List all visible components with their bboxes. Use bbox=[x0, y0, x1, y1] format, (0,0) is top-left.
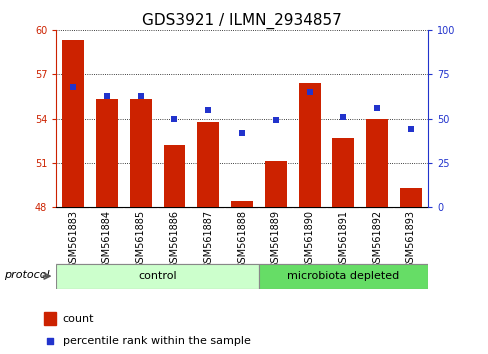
Text: GSM561893: GSM561893 bbox=[405, 210, 415, 269]
Point bbox=[103, 93, 111, 98]
Bar bbox=[399, 188, 421, 207]
Point bbox=[372, 105, 380, 111]
Text: GSM561884: GSM561884 bbox=[102, 210, 112, 269]
Bar bbox=[163, 145, 185, 207]
Point bbox=[305, 89, 313, 95]
Text: microbiota depleted: microbiota depleted bbox=[286, 271, 399, 281]
Text: GSM561887: GSM561887 bbox=[203, 210, 213, 269]
Bar bbox=[332, 138, 354, 207]
Bar bbox=[129, 99, 151, 207]
Bar bbox=[264, 161, 286, 207]
Text: GSM561892: GSM561892 bbox=[371, 210, 382, 269]
Text: GSM561883: GSM561883 bbox=[68, 210, 78, 269]
FancyBboxPatch shape bbox=[56, 264, 259, 289]
Text: GSM561885: GSM561885 bbox=[136, 210, 145, 269]
Text: GSM561889: GSM561889 bbox=[270, 210, 280, 269]
Text: protocol: protocol bbox=[4, 270, 50, 280]
Text: GSM561891: GSM561891 bbox=[338, 210, 347, 269]
Text: percentile rank within the sample: percentile rank within the sample bbox=[62, 336, 250, 346]
Bar bbox=[197, 121, 219, 207]
Point bbox=[46, 338, 54, 343]
Text: GSM561888: GSM561888 bbox=[237, 210, 246, 269]
Text: control: control bbox=[138, 271, 177, 281]
Point bbox=[406, 126, 414, 132]
Point bbox=[238, 130, 245, 136]
Point bbox=[69, 84, 77, 90]
Bar bbox=[96, 99, 118, 207]
Bar bbox=[44, 312, 56, 325]
Text: GSM561886: GSM561886 bbox=[169, 210, 179, 269]
Text: count: count bbox=[62, 314, 94, 324]
Bar bbox=[62, 40, 84, 207]
Point bbox=[170, 116, 178, 121]
Bar bbox=[366, 119, 387, 207]
Point bbox=[271, 118, 279, 123]
FancyBboxPatch shape bbox=[259, 264, 427, 289]
Text: GSM561890: GSM561890 bbox=[304, 210, 314, 269]
Title: GDS3921 / ILMN_2934857: GDS3921 / ILMN_2934857 bbox=[142, 12, 341, 29]
Point bbox=[339, 114, 346, 120]
Bar bbox=[298, 83, 320, 207]
Point bbox=[204, 107, 212, 113]
Point bbox=[137, 93, 144, 98]
Bar bbox=[231, 201, 252, 207]
